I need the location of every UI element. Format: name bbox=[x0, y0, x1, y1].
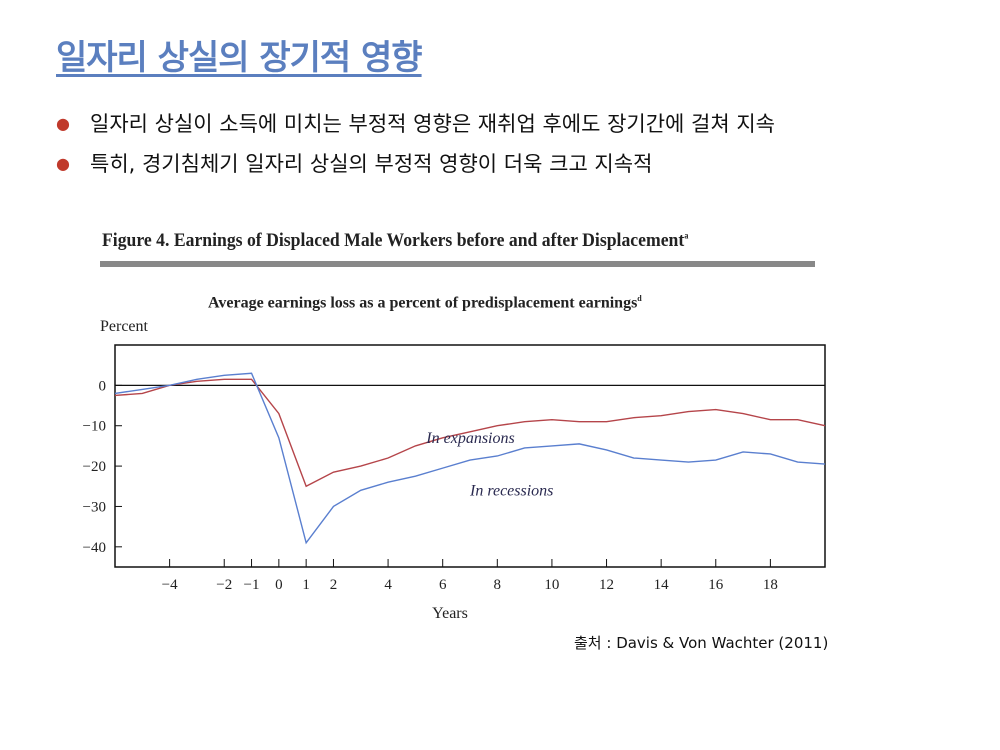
figure-title: Figure 4. Earnings of Displaced Male Wor… bbox=[102, 230, 688, 252]
y-axis-label: Percent bbox=[100, 318, 149, 335]
y-tick-label: −20 bbox=[83, 459, 106, 475]
bullet-item: ● 특히, 경기침체기 일자리 상실의 부정적 영향이 더욱 크고 지속적 bbox=[56, 144, 775, 184]
bullet-dot-icon: ● bbox=[56, 114, 70, 133]
x-tick-label: 12 bbox=[599, 577, 614, 593]
figure-title-text: Figure 4. Earnings of Displaced Male Wor… bbox=[102, 230, 685, 251]
series-line-expansions bbox=[114, 378, 826, 488]
x-tick-label: 14 bbox=[654, 577, 670, 593]
figure-title-footnote: a bbox=[684, 230, 689, 241]
x-tick-label: 8 bbox=[494, 577, 502, 593]
chart-title: Average earnings loss as a percent of pr… bbox=[208, 294, 642, 312]
bullet-list: ● 일자리 상실이 소득에 미치는 부정적 영향은 재취업 후에도 장기간에 걸쳐… bbox=[56, 104, 775, 184]
bullet-text: 특히, 경기침체기 일자리 상실의 부정적 영향이 더욱 크고 지속적 bbox=[90, 152, 653, 176]
y-tick-label: −10 bbox=[83, 419, 106, 435]
series-line-recessions bbox=[114, 372, 826, 545]
bullet-dot-icon: ● bbox=[56, 154, 70, 173]
y-tick-label: −40 bbox=[83, 540, 106, 556]
x-tick-label: 0 bbox=[275, 577, 283, 593]
x-axis-label: Years bbox=[432, 605, 468, 622]
slide-title: 일자리 상실의 장기적 영향 bbox=[56, 38, 423, 78]
series-annotation: In expansions bbox=[425, 430, 514, 447]
x-tick-label: 10 bbox=[544, 577, 559, 593]
y-tick-label: −30 bbox=[83, 499, 106, 515]
x-tick-label: 6 bbox=[439, 577, 447, 593]
source-citation: 출처 : Davis & Von Wachter (2011) bbox=[574, 634, 829, 652]
x-tick-label: −4 bbox=[162, 577, 178, 593]
x-tick-label: 4 bbox=[384, 577, 392, 593]
figure-divider bbox=[100, 261, 815, 267]
x-tick-label: 1 bbox=[302, 577, 310, 593]
chart-title-text: Average earnings loss as a percent of pr… bbox=[208, 294, 638, 312]
bullet-item: ● 일자리 상실이 소득에 미치는 부정적 영향은 재취업 후에도 장기간에 걸쳐… bbox=[56, 104, 775, 144]
y-tick-label: 0 bbox=[99, 378, 107, 394]
x-tick-label: 18 bbox=[763, 577, 778, 593]
x-tick-label: 2 bbox=[330, 577, 338, 593]
x-tick-label: −1 bbox=[244, 577, 260, 593]
x-tick-label: −2 bbox=[216, 577, 232, 593]
bullet-text: 일자리 상실이 소득에 미치는 부정적 영향은 재취업 후에도 장기간에 걸쳐 … bbox=[90, 112, 775, 136]
plot-frame bbox=[114, 344, 826, 568]
chart-title-footnote: d bbox=[637, 294, 642, 303]
x-tick-label: 16 bbox=[708, 577, 724, 593]
series-annotation: In recessions bbox=[469, 482, 553, 499]
